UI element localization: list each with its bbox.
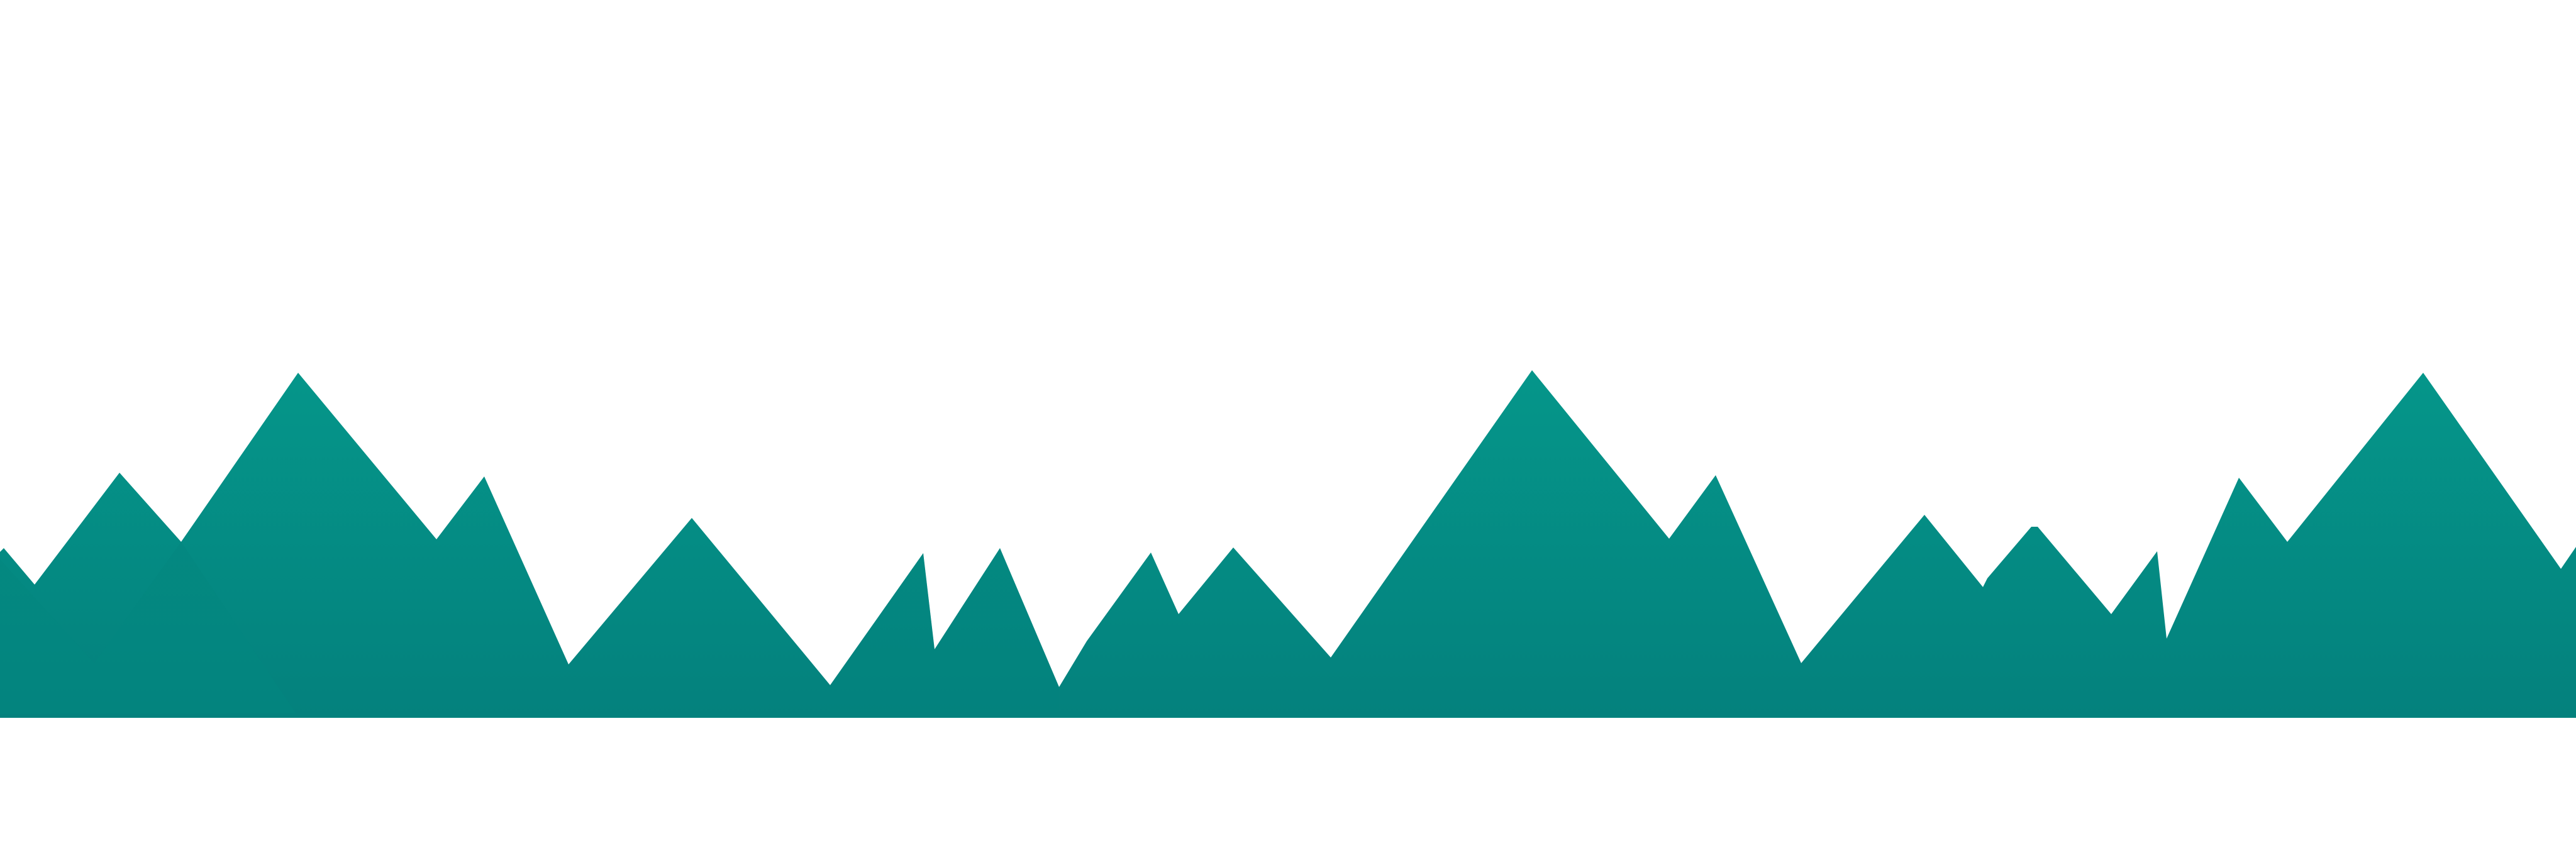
foreground-ridge-shadow xyxy=(0,542,298,717)
ground-line xyxy=(0,712,2576,718)
center-ridge-shadow xyxy=(830,548,1059,717)
mountain-silhouette xyxy=(0,370,2576,717)
